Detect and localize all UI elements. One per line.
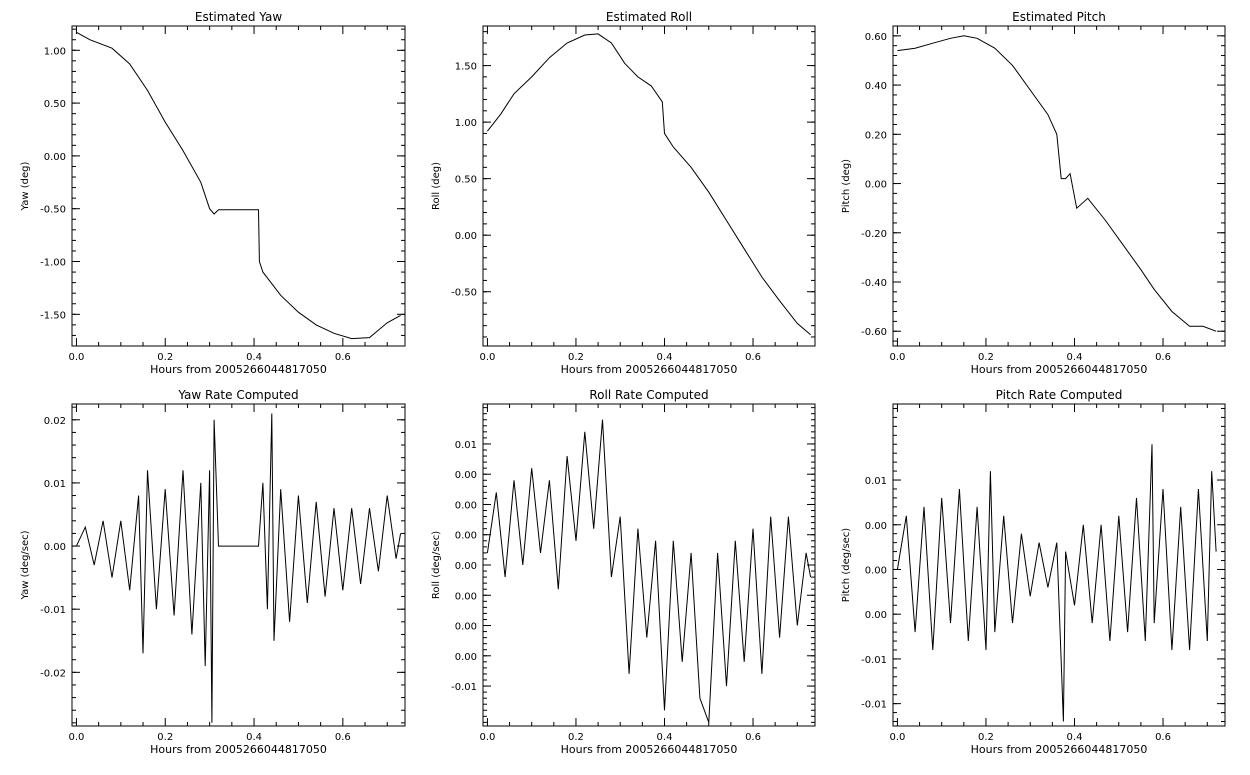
series-line — [75, 413, 402, 723]
chart-title: Pitch Rate Computed — [996, 388, 1123, 402]
x-tick-label: 0.4 — [1067, 352, 1083, 363]
x-tick-label: 0.0 — [479, 352, 495, 363]
x-tick-label: 0.0 — [68, 732, 84, 743]
y-tick-label: 0.00 — [865, 610, 887, 621]
chart-title: Estimated Pitch — [1012, 10, 1106, 24]
x-tick-label: 0.2 — [157, 732, 173, 743]
x-tick-label: 0.2 — [978, 732, 994, 743]
chart-title: Yaw Rate Computed — [177, 388, 298, 402]
y-axis-label: Roll (deg) — [431, 162, 442, 210]
y-tick-label: 0.00 — [455, 652, 477, 663]
x-tick-label: 0.6 — [745, 352, 761, 363]
x-tick-label: 0.6 — [335, 352, 351, 363]
y-tick-label: -0.01 — [451, 682, 477, 693]
y-axis-label: Yaw (deg/sec) — [20, 530, 31, 600]
y-tick-label: -0.40 — [861, 278, 887, 289]
y-tick-label: 0.00 — [455, 591, 477, 602]
x-tick-label: 0.4 — [1067, 732, 1083, 743]
y-tick-label: 0.00 — [44, 542, 66, 553]
chart-title: Estimated Roll — [606, 10, 692, 24]
y-tick-label: -0.60 — [861, 327, 887, 338]
y-tick-label: 0.50 — [44, 99, 66, 110]
y-tick-label: 1.00 — [455, 118, 477, 129]
x-axis-label: Hours from 2005266044817050 — [971, 363, 1148, 376]
x-tick-label: 0.0 — [68, 352, 84, 363]
y-tick-label: -0.01 — [40, 605, 66, 616]
chart-panel-2: Estimated Roll Hours from 200526604481705… — [431, 10, 816, 376]
y-tick-label: 0.00 — [865, 521, 887, 532]
y-tick-label: 0.00 — [865, 565, 887, 576]
y-tick-label: -0.50 — [40, 205, 66, 216]
y-tick-label: 0.01 — [44, 479, 66, 490]
x-tick-label: 0.6 — [1155, 352, 1171, 363]
y-tick-label: -0.02 — [40, 668, 66, 679]
y-tick-label: -0.50 — [451, 288, 477, 299]
x-axis-label: Hours from 2005266044817050 — [971, 743, 1148, 756]
plot-frame — [892, 403, 1226, 727]
plot-frame — [482, 25, 816, 347]
y-tick-label: 0.00 — [455, 622, 477, 633]
y-tick-label: 0.01 — [865, 476, 887, 487]
y-tick-label: 0.40 — [865, 81, 887, 92]
y-tick-label: -1.00 — [40, 258, 66, 269]
y-tick-label: 0.00 — [865, 180, 887, 191]
chart-title: Estimated Yaw — [195, 10, 282, 24]
y-tick-label: 0.00 — [44, 152, 66, 163]
y-tick-label: 0.60 — [865, 32, 887, 43]
y-tick-label: 1.50 — [455, 62, 477, 73]
x-tick-label: 0.6 — [745, 732, 761, 743]
x-tick-label: 0.4 — [657, 352, 673, 363]
x-tick-label: 0.2 — [568, 352, 584, 363]
x-tick-label: 0.6 — [335, 732, 351, 743]
x-tick-label: 0.6 — [1155, 732, 1171, 743]
series-line — [486, 419, 812, 723]
y-axis-label: Roll (deg/sec) — [431, 531, 442, 599]
x-tick-label: 0.0 — [889, 352, 905, 363]
x-axis-label: Hours from 2005266044817050 — [150, 743, 327, 756]
plot-frame — [892, 25, 1226, 347]
x-tick-label: 0.4 — [246, 352, 262, 363]
x-tick-label: 0.2 — [978, 352, 994, 363]
series-line — [897, 35, 1217, 332]
y-tick-label: 0.02 — [44, 416, 66, 427]
x-tick-label: 0.0 — [889, 732, 905, 743]
y-tick-label: 0.00 — [455, 231, 477, 242]
series-line — [76, 31, 401, 340]
y-tick-label: 0.01 — [455, 440, 477, 451]
plot-frame — [482, 403, 816, 727]
y-tick-label: 0.20 — [865, 130, 887, 141]
y-tick-label: 0.00 — [455, 470, 477, 481]
chart-panel-6: Pitch Rate Computed Hours from 2005266044… — [841, 388, 1226, 756]
y-tick-label: -0.01 — [861, 700, 887, 711]
chart-panel-1: Estimated Yaw Hours from 2005266044817050… — [20, 10, 406, 376]
x-tick-label: 0.4 — [657, 732, 673, 743]
y-tick-label: 0.50 — [455, 175, 477, 186]
x-tick-label: 0.2 — [157, 352, 173, 363]
chart-panel-4: Yaw Rate Computed Hours from 200526604481… — [20, 388, 406, 756]
x-tick-label: 0.2 — [568, 732, 584, 743]
y-axis-label: Yaw (deg) — [20, 161, 31, 211]
y-axis-label: Pitch (deg/sec) — [841, 528, 852, 603]
x-tick-label: 0.4 — [246, 732, 262, 743]
x-axis-label: Hours from 2005266044817050 — [561, 743, 738, 756]
y-tick-label: 0.00 — [455, 561, 477, 572]
y-tick-label: 0.00 — [455, 500, 477, 511]
series-line — [896, 444, 1217, 722]
plot-frame — [71, 25, 406, 347]
series-line — [487, 33, 811, 336]
y-axis-label: Pitch (deg) — [841, 159, 852, 213]
y-tick-label: -0.20 — [861, 229, 887, 240]
chart-title: Roll Rate Computed — [589, 388, 708, 402]
y-tick-label: 0.00 — [455, 531, 477, 542]
chart-panel-5: Roll Rate Computed Hours from 20052660448… — [431, 388, 816, 756]
y-tick-label: 1.00 — [44, 46, 66, 57]
chart-panel-3: Estimated Pitch Hours from 20052660448170… — [841, 10, 1226, 376]
x-tick-label: 0.0 — [479, 732, 495, 743]
x-axis-label: Hours from 2005266044817050 — [150, 363, 327, 376]
x-axis-label: Hours from 2005266044817050 — [561, 363, 738, 376]
y-tick-label: -1.50 — [40, 310, 66, 321]
plot-frame — [71, 403, 406, 727]
y-tick-label: -0.01 — [861, 655, 887, 666]
